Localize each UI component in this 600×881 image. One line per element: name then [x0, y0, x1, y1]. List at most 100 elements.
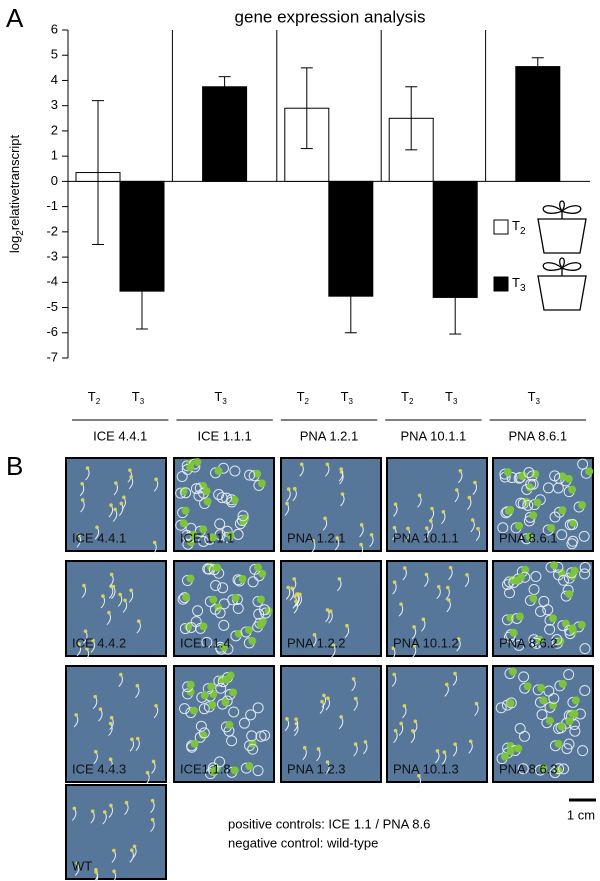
label-sub: 3	[520, 283, 526, 294]
seed	[151, 759, 156, 764]
root-loop	[178, 703, 190, 715]
photo	[386, 560, 488, 657]
seedling	[568, 624, 577, 633]
root-loop	[536, 709, 548, 721]
seed	[473, 480, 477, 485]
root-loop	[557, 574, 569, 586]
root-loop	[259, 729, 271, 741]
photo-label: ICE 4.4.3	[72, 761, 126, 776]
seedling	[258, 569, 267, 578]
seed	[325, 608, 330, 612]
seedling	[186, 463, 195, 472]
seed	[85, 466, 90, 470]
seed	[154, 703, 158, 708]
seed	[353, 742, 358, 746]
group-label: PNA 1.2.1	[300, 428, 359, 443]
root-loop	[237, 510, 249, 522]
seedling	[554, 739, 563, 748]
root-loop	[214, 518, 226, 530]
bar	[328, 180, 374, 297]
label-base: T	[445, 389, 453, 404]
seedling	[186, 574, 195, 583]
seedling	[539, 764, 548, 773]
seedling	[577, 620, 586, 629]
root-loop	[579, 561, 591, 573]
seedling	[186, 687, 195, 696]
seedling	[500, 752, 509, 761]
seed	[337, 577, 342, 581]
leaves	[542, 257, 582, 276]
root-loop	[578, 530, 590, 542]
seedling	[557, 722, 566, 731]
seedling	[519, 471, 528, 480]
seedling	[558, 679, 567, 688]
seedling	[207, 682, 216, 691]
seed	[135, 736, 140, 741]
seed	[77, 533, 81, 537]
seed	[424, 526, 429, 530]
seed	[454, 488, 459, 492]
seedling	[533, 498, 542, 507]
seedling	[193, 458, 202, 467]
seed	[112, 869, 116, 874]
seedling	[503, 468, 512, 477]
seedling	[186, 680, 195, 689]
seed	[135, 683, 140, 688]
seedling	[199, 525, 208, 534]
seed	[399, 721, 403, 726]
seed	[80, 481, 84, 486]
seedling	[558, 472, 567, 481]
root-loop	[544, 623, 556, 635]
root-loop	[577, 458, 589, 470]
seed	[406, 526, 410, 531]
seed	[335, 536, 339, 540]
seedling	[221, 698, 230, 707]
scale-label: 1 cm	[567, 807, 595, 822]
seed	[353, 696, 358, 701]
photo-label: PNA 8.6.2	[499, 635, 558, 650]
photo	[65, 665, 167, 783]
pot	[537, 275, 587, 311]
seed	[109, 572, 114, 577]
seed	[119, 501, 124, 506]
root-loop	[522, 499, 534, 511]
root-loop	[549, 470, 561, 482]
chart-title: gene expression analysis	[235, 7, 426, 26]
root-loop	[549, 511, 561, 523]
seedling	[509, 628, 518, 637]
seed	[130, 848, 134, 853]
root-loop	[197, 535, 209, 547]
seed	[98, 707, 103, 711]
seed	[82, 583, 86, 588]
root-loop	[504, 631, 516, 643]
label-base: T	[401, 389, 409, 404]
photo-label: ICE1.1.4	[180, 635, 231, 650]
seed	[402, 704, 407, 708]
root-loop	[542, 482, 554, 494]
photo-label: PNA 10.1.3	[393, 761, 459, 776]
bar	[119, 180, 165, 292]
seed	[421, 617, 426, 622]
seed	[132, 844, 137, 849]
seedling	[539, 696, 548, 705]
seedling	[248, 636, 257, 645]
seed	[322, 693, 326, 698]
root-loop	[495, 702, 507, 714]
seed	[83, 629, 88, 633]
seedling	[585, 467, 594, 476]
seed	[456, 637, 461, 641]
seed	[292, 486, 297, 491]
seedling	[529, 511, 538, 520]
seed	[75, 861, 80, 866]
seed	[417, 774, 421, 778]
seed	[316, 747, 321, 751]
seed	[91, 638, 95, 643]
seed	[331, 643, 336, 648]
seed	[101, 594, 105, 598]
legend-swatch	[493, 276, 509, 292]
seedling	[214, 466, 223, 475]
root-loop	[579, 643, 591, 655]
y-tick-label: -3	[46, 249, 58, 264]
root-loop	[210, 580, 222, 592]
leaves	[542, 200, 582, 219]
